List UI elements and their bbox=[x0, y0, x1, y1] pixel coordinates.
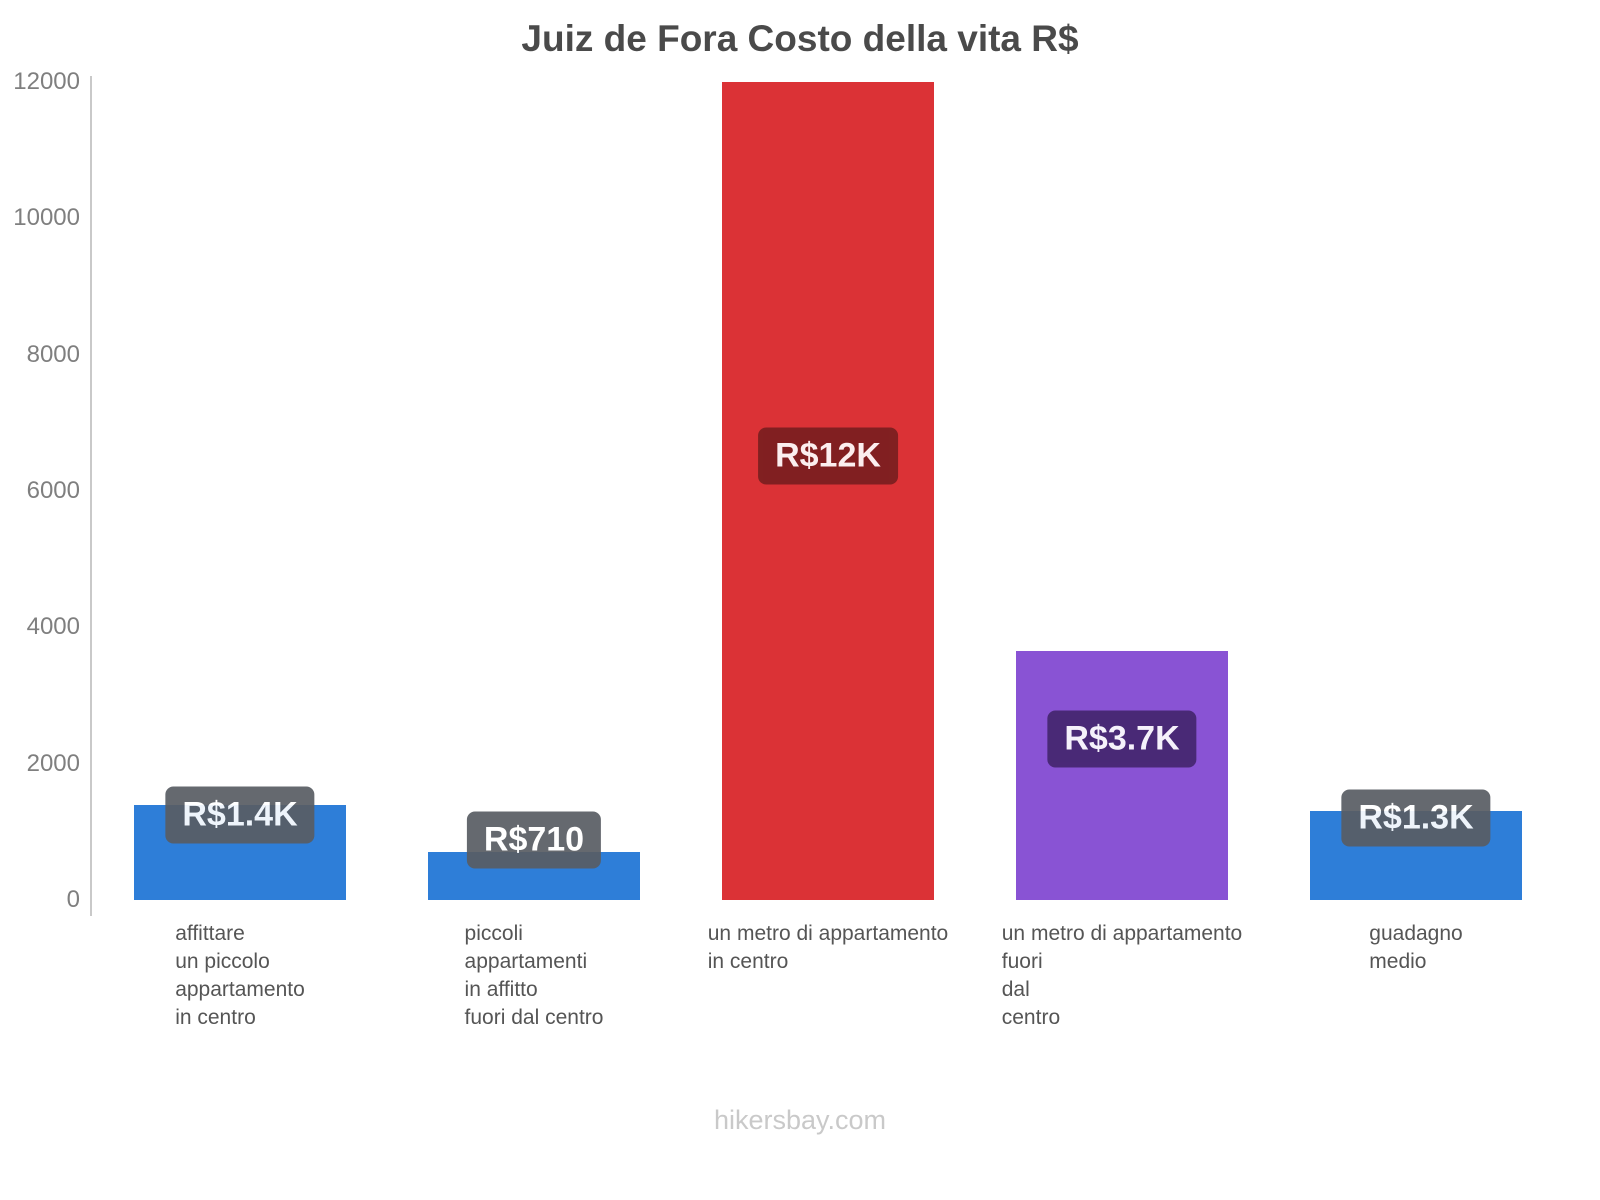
bar-value-badge: R$710 bbox=[466, 811, 602, 869]
bar bbox=[722, 82, 934, 900]
bar-value-badge: R$1.3K bbox=[1341, 789, 1491, 847]
bar-value-badge: R$3.7K bbox=[1047, 710, 1197, 768]
y-tick-label: 0 bbox=[66, 886, 80, 913]
y-tick-label: 2000 bbox=[26, 749, 80, 777]
y-tick-label: 10000 bbox=[13, 204, 80, 232]
category-label: affittare un piccolo appartamento in cen… bbox=[175, 922, 305, 1029]
y-tick-label: 12000 bbox=[13, 68, 80, 95]
bar-value-badge: R$1.4K bbox=[165, 786, 315, 844]
bar bbox=[1016, 651, 1228, 900]
watermark: hikersbay.com bbox=[713, 1105, 887, 1135]
y-tick-label: 4000 bbox=[26, 613, 80, 641]
category-label: un metro di appartamento fuori dal centr… bbox=[1001, 922, 1243, 1029]
chart-title: Juiz de Fora Costo della vita R$ bbox=[521, 18, 1079, 59]
category-label: guadagno medio bbox=[1369, 922, 1463, 973]
bar-value-badge: R$12K bbox=[758, 427, 898, 485]
y-tick-label: 8000 bbox=[26, 340, 80, 368]
y-axis-line bbox=[90, 76, 92, 916]
category-label: piccoli appartamenti in affitto fuori da… bbox=[464, 922, 604, 1029]
category-label: un metro di appartamento in centro bbox=[707, 922, 949, 973]
y-tick-label: 6000 bbox=[26, 477, 80, 504]
